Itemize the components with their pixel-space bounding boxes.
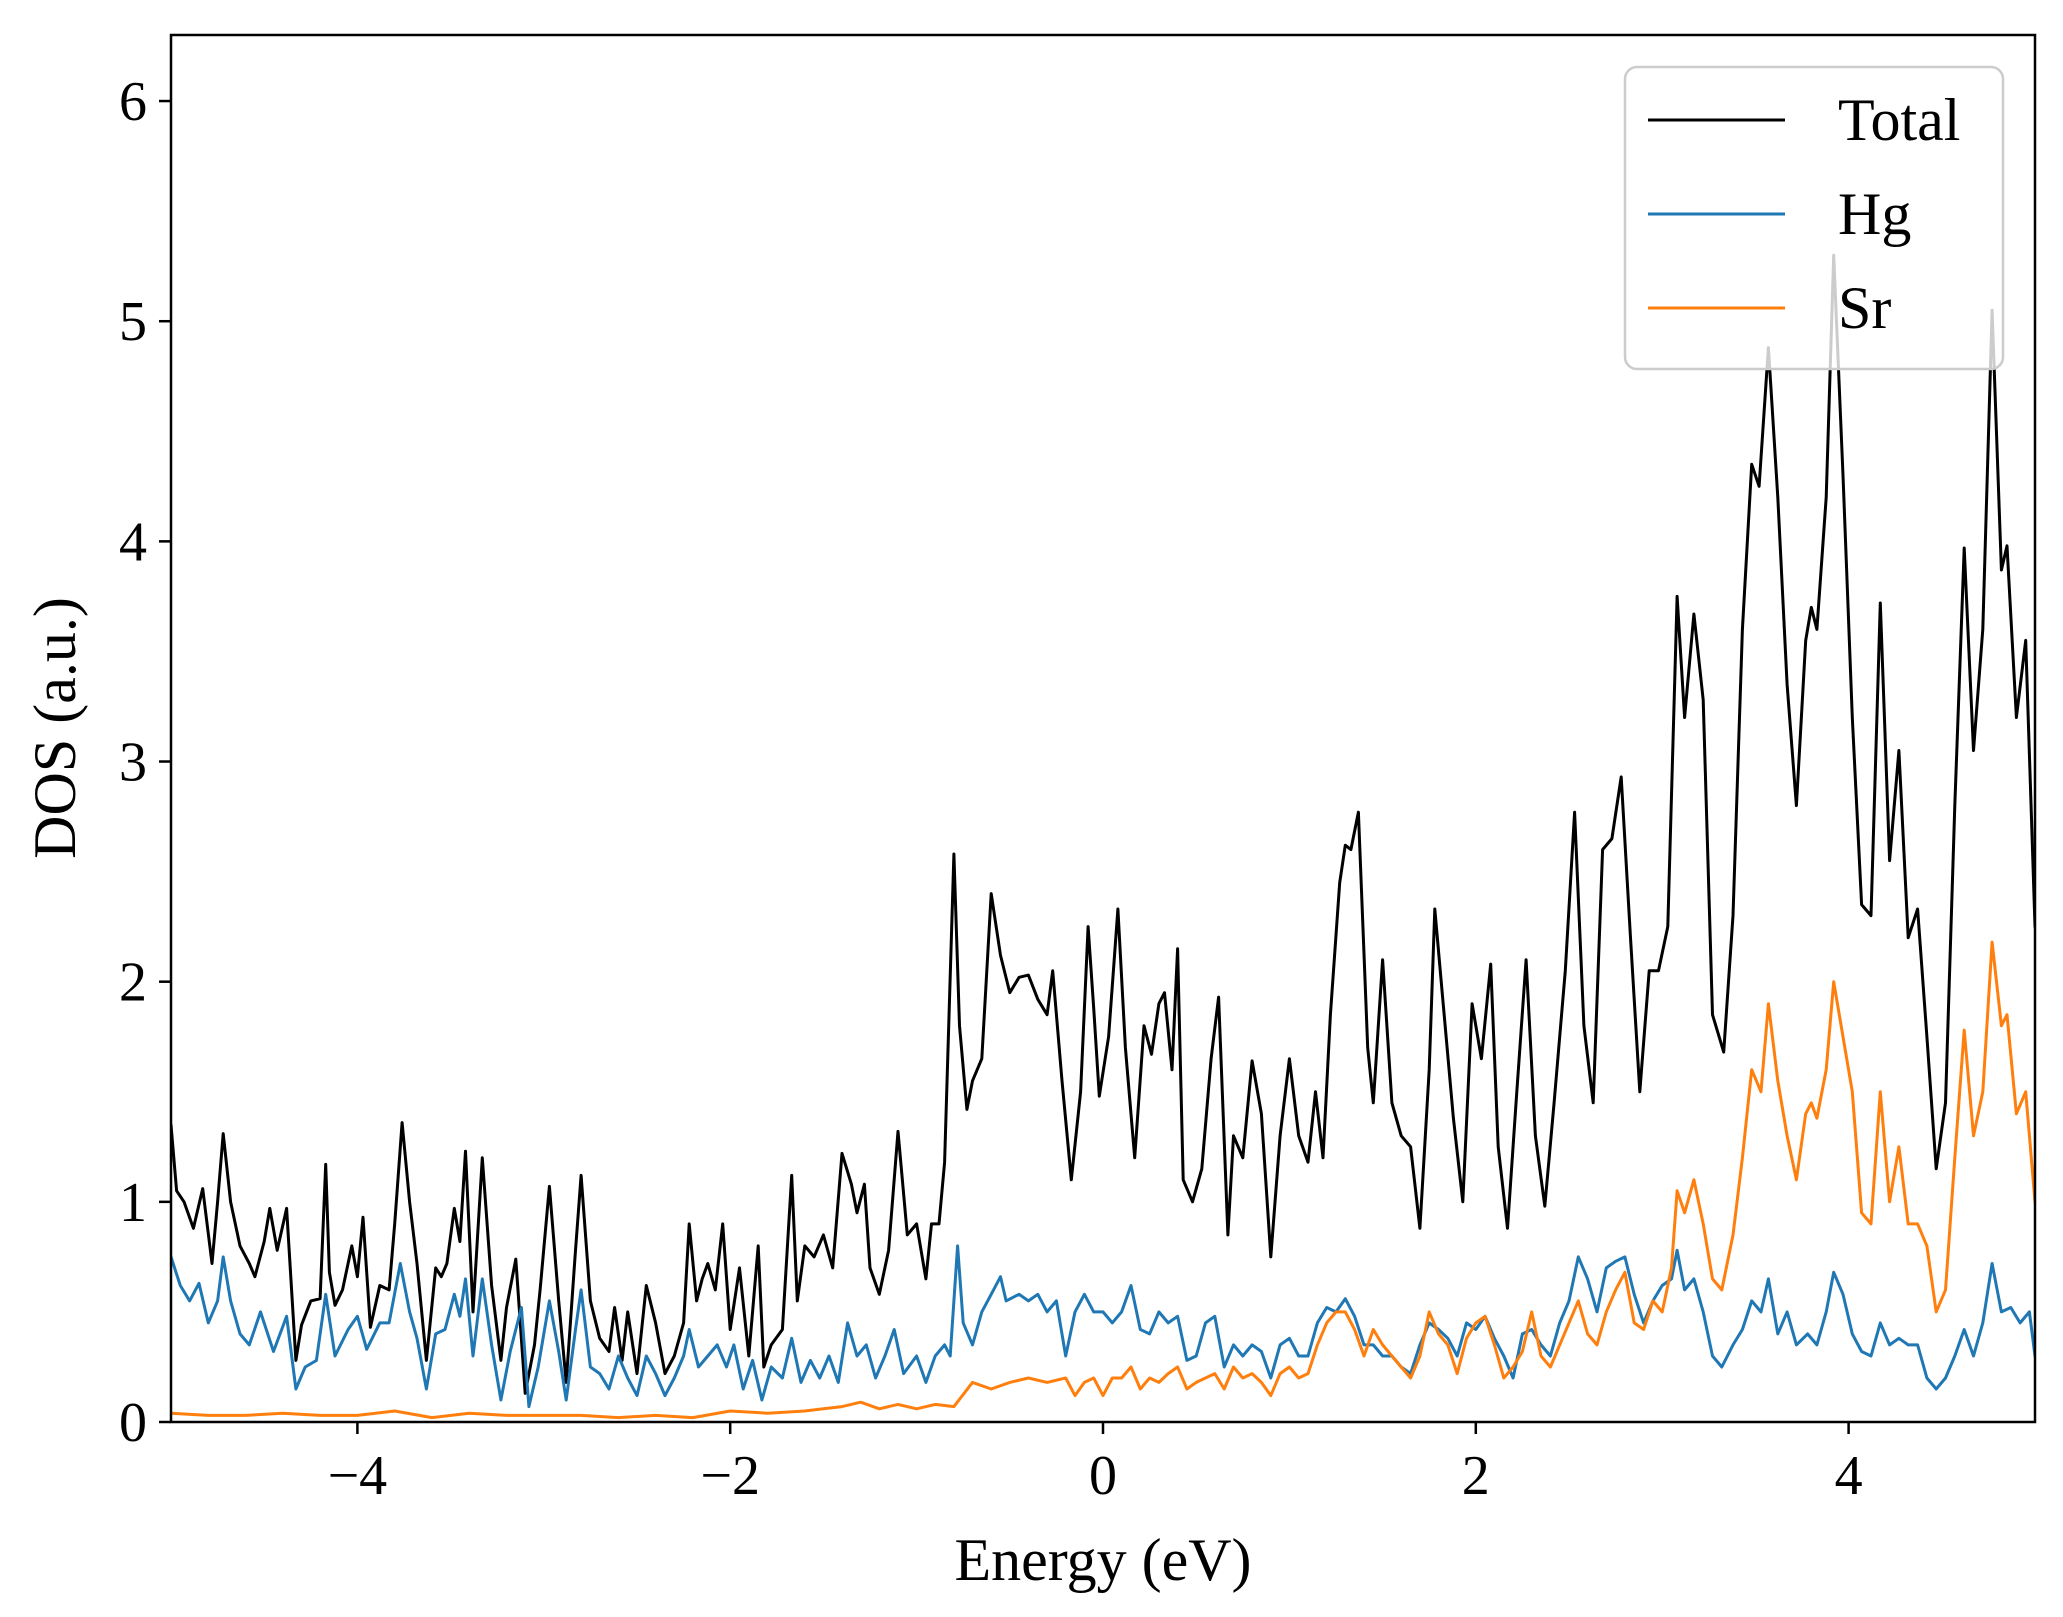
x-tick-label: 2 bbox=[1462, 1445, 1490, 1507]
x-axis-label: Energy (eV) bbox=[954, 1527, 1251, 1593]
y-axis: 0 1 2 3 4 5 6 bbox=[119, 71, 171, 1454]
series-layer bbox=[171, 253, 2035, 1420]
y-tick-label: 3 bbox=[119, 732, 147, 794]
x-tick-label: −4 bbox=[328, 1445, 388, 1507]
y-tick-label: 0 bbox=[119, 1392, 147, 1454]
x-axis: −4 −2 0 2 4 bbox=[328, 1422, 1863, 1507]
x-tick-label: −2 bbox=[700, 1445, 760, 1507]
legend: Total Hg Sr bbox=[1623, 65, 2005, 371]
series-line-total bbox=[171, 253, 2035, 1395]
legend-label-sr: Sr bbox=[1838, 275, 1891, 341]
legend-box bbox=[1623, 65, 2005, 371]
series-line-sr bbox=[171, 940, 2035, 1420]
y-tick-label: 5 bbox=[119, 291, 147, 353]
y-tick-label: 1 bbox=[119, 1172, 147, 1234]
y-tick-label: 2 bbox=[119, 952, 147, 1014]
x-tick-label: 0 bbox=[1089, 1445, 1117, 1507]
y-tick-label: 4 bbox=[119, 511, 147, 573]
y-tick-label: 6 bbox=[119, 71, 147, 133]
legend-label-total: Total bbox=[1838, 87, 1960, 153]
series-line-hg bbox=[171, 1244, 2035, 1409]
legend-label-hg: Hg bbox=[1838, 181, 1911, 247]
y-axis-label: DOS (a.u.) bbox=[22, 597, 88, 859]
x-tick-label: 4 bbox=[1835, 1445, 1863, 1507]
